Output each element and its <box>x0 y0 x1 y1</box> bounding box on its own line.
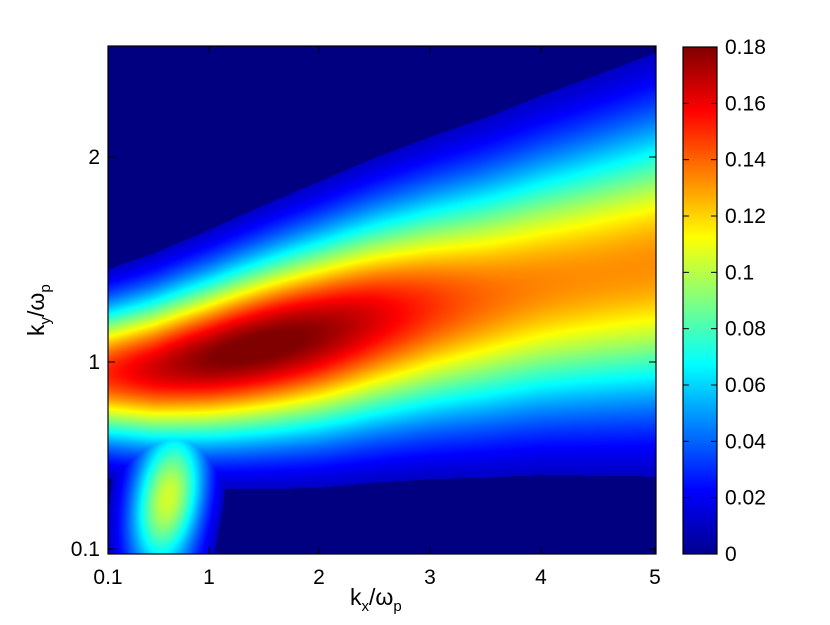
colorbar-tick-label: 0.06 <box>725 374 766 397</box>
colorbar <box>682 46 718 555</box>
colorbar-tick-label: 0.16 <box>725 92 766 115</box>
colorbar-tick-label: 0.04 <box>725 430 766 453</box>
plot-frame <box>107 45 657 555</box>
colorbar-tick-label: 0.18 <box>725 36 766 59</box>
x-tick-label: 3 <box>424 566 436 589</box>
colorbar-tick-label: 0 <box>725 543 737 566</box>
colorbar-tick-label: 0.14 <box>725 149 766 172</box>
y-tick-label: 2 <box>88 146 100 169</box>
y-axis-label: ky/ωp <box>23 284 54 336</box>
colorbar-tick-label: 0.1 <box>725 261 754 284</box>
colorbar-tick-label: 0.12 <box>725 205 766 228</box>
colorbar-frame <box>682 46 718 555</box>
x-tick-label: 5 <box>649 566 661 589</box>
colorbar-ticks: 0 0.02 0.04 0.06 0.08 0.1 0.12 0.14 0.16 0.18 <box>683 36 766 566</box>
colorbar-gradient <box>683 47 717 554</box>
y-tick-label: 1 <box>88 351 100 374</box>
heatmap-image <box>108 46 656 554</box>
colorbar-tick-label: 0.02 <box>725 487 766 510</box>
y-tick-label: 0.1 <box>71 538 100 561</box>
x-axis-ticks: 0.1 1 2 3 4 5 <box>93 46 661 589</box>
x-tick-label: 1 <box>203 566 215 589</box>
x-tick-label: 2 <box>313 566 325 589</box>
plot-area <box>107 45 657 555</box>
x-axis-label: kx/ωp <box>350 584 402 615</box>
y-axis-ticks: 0.1 1 2 <box>71 146 656 561</box>
x-tick-label: 0.1 <box>93 566 122 589</box>
colorbar-tick-label: 0.08 <box>725 318 766 341</box>
x-tick-label: 4 <box>535 566 547 589</box>
